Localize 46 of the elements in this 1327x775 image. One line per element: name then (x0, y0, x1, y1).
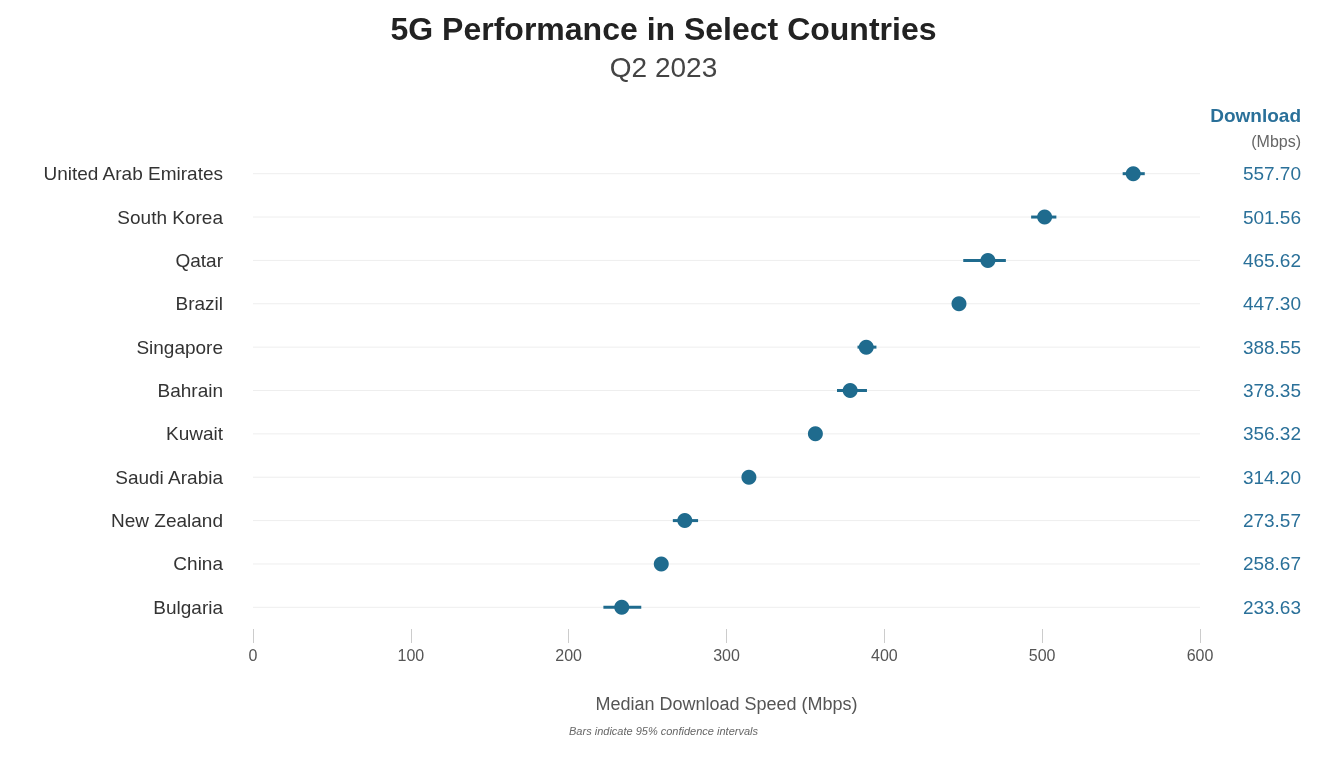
chart-title: 5G Performance in Select Countries (390, 11, 937, 47)
y-tick-label: Brazil (175, 293, 223, 315)
y-tick-label: Kuwait (165, 423, 224, 445)
text: (Mbps) (1251, 132, 1301, 150)
data-label: 501.56 (1242, 206, 1301, 228)
y-tick-label: New Zealand (111, 510, 223, 532)
point (741, 469, 757, 485)
point (858, 339, 874, 355)
point (807, 426, 823, 442)
text: Download (1210, 105, 1302, 126)
point (842, 383, 858, 398)
data-label: 273.57 (1242, 510, 1301, 532)
x-tick-label: 200 (555, 646, 583, 664)
y-tick-label: United Arab Emirates (43, 163, 223, 185)
x-tick-label: 0 (248, 646, 258, 664)
data-label: 557.70 (1242, 163, 1301, 185)
data-label: 388.55 (1242, 336, 1301, 358)
x-tick-label: 100 (397, 646, 425, 664)
x-tick-label: 500 (1028, 646, 1056, 664)
point (1125, 166, 1141, 182)
data-label: 465.62 (1242, 249, 1301, 271)
point (677, 513, 693, 529)
y-tick-label: Qatar (175, 249, 224, 271)
y-tick-label: Bahrain (157, 380, 223, 401)
y-tick-label: Bulgaria (153, 596, 224, 618)
y-tick-label: China (173, 553, 224, 575)
x-tick-label: 600 (1186, 646, 1214, 664)
data-label: 378.35 (1242, 380, 1301, 401)
data-label: 233.63 (1242, 596, 1301, 618)
data-label: 258.67 (1242, 553, 1301, 575)
y-tick-label: Singapore (136, 336, 223, 358)
point (614, 599, 630, 615)
y-tick-label: South Korea (117, 206, 224, 228)
data-label: 356.32 (1242, 423, 1301, 445)
y-tick-label: Saudi Arabia (115, 466, 224, 488)
point (1037, 209, 1053, 225)
point (980, 252, 996, 268)
text: Bars indicate 95% confidence intervals (569, 724, 759, 737)
point (951, 296, 967, 312)
data-label: 447.30 (1242, 293, 1301, 315)
chart-subtitle: Q2 2023 (609, 51, 718, 83)
data-label: 314.20 (1242, 466, 1301, 488)
point (653, 556, 669, 572)
x-axis-title: Median Download Speed (Mbps) (595, 694, 858, 714)
x-tick-label: 300 (713, 646, 740, 664)
x-tick-label: 400 (870, 646, 898, 664)
